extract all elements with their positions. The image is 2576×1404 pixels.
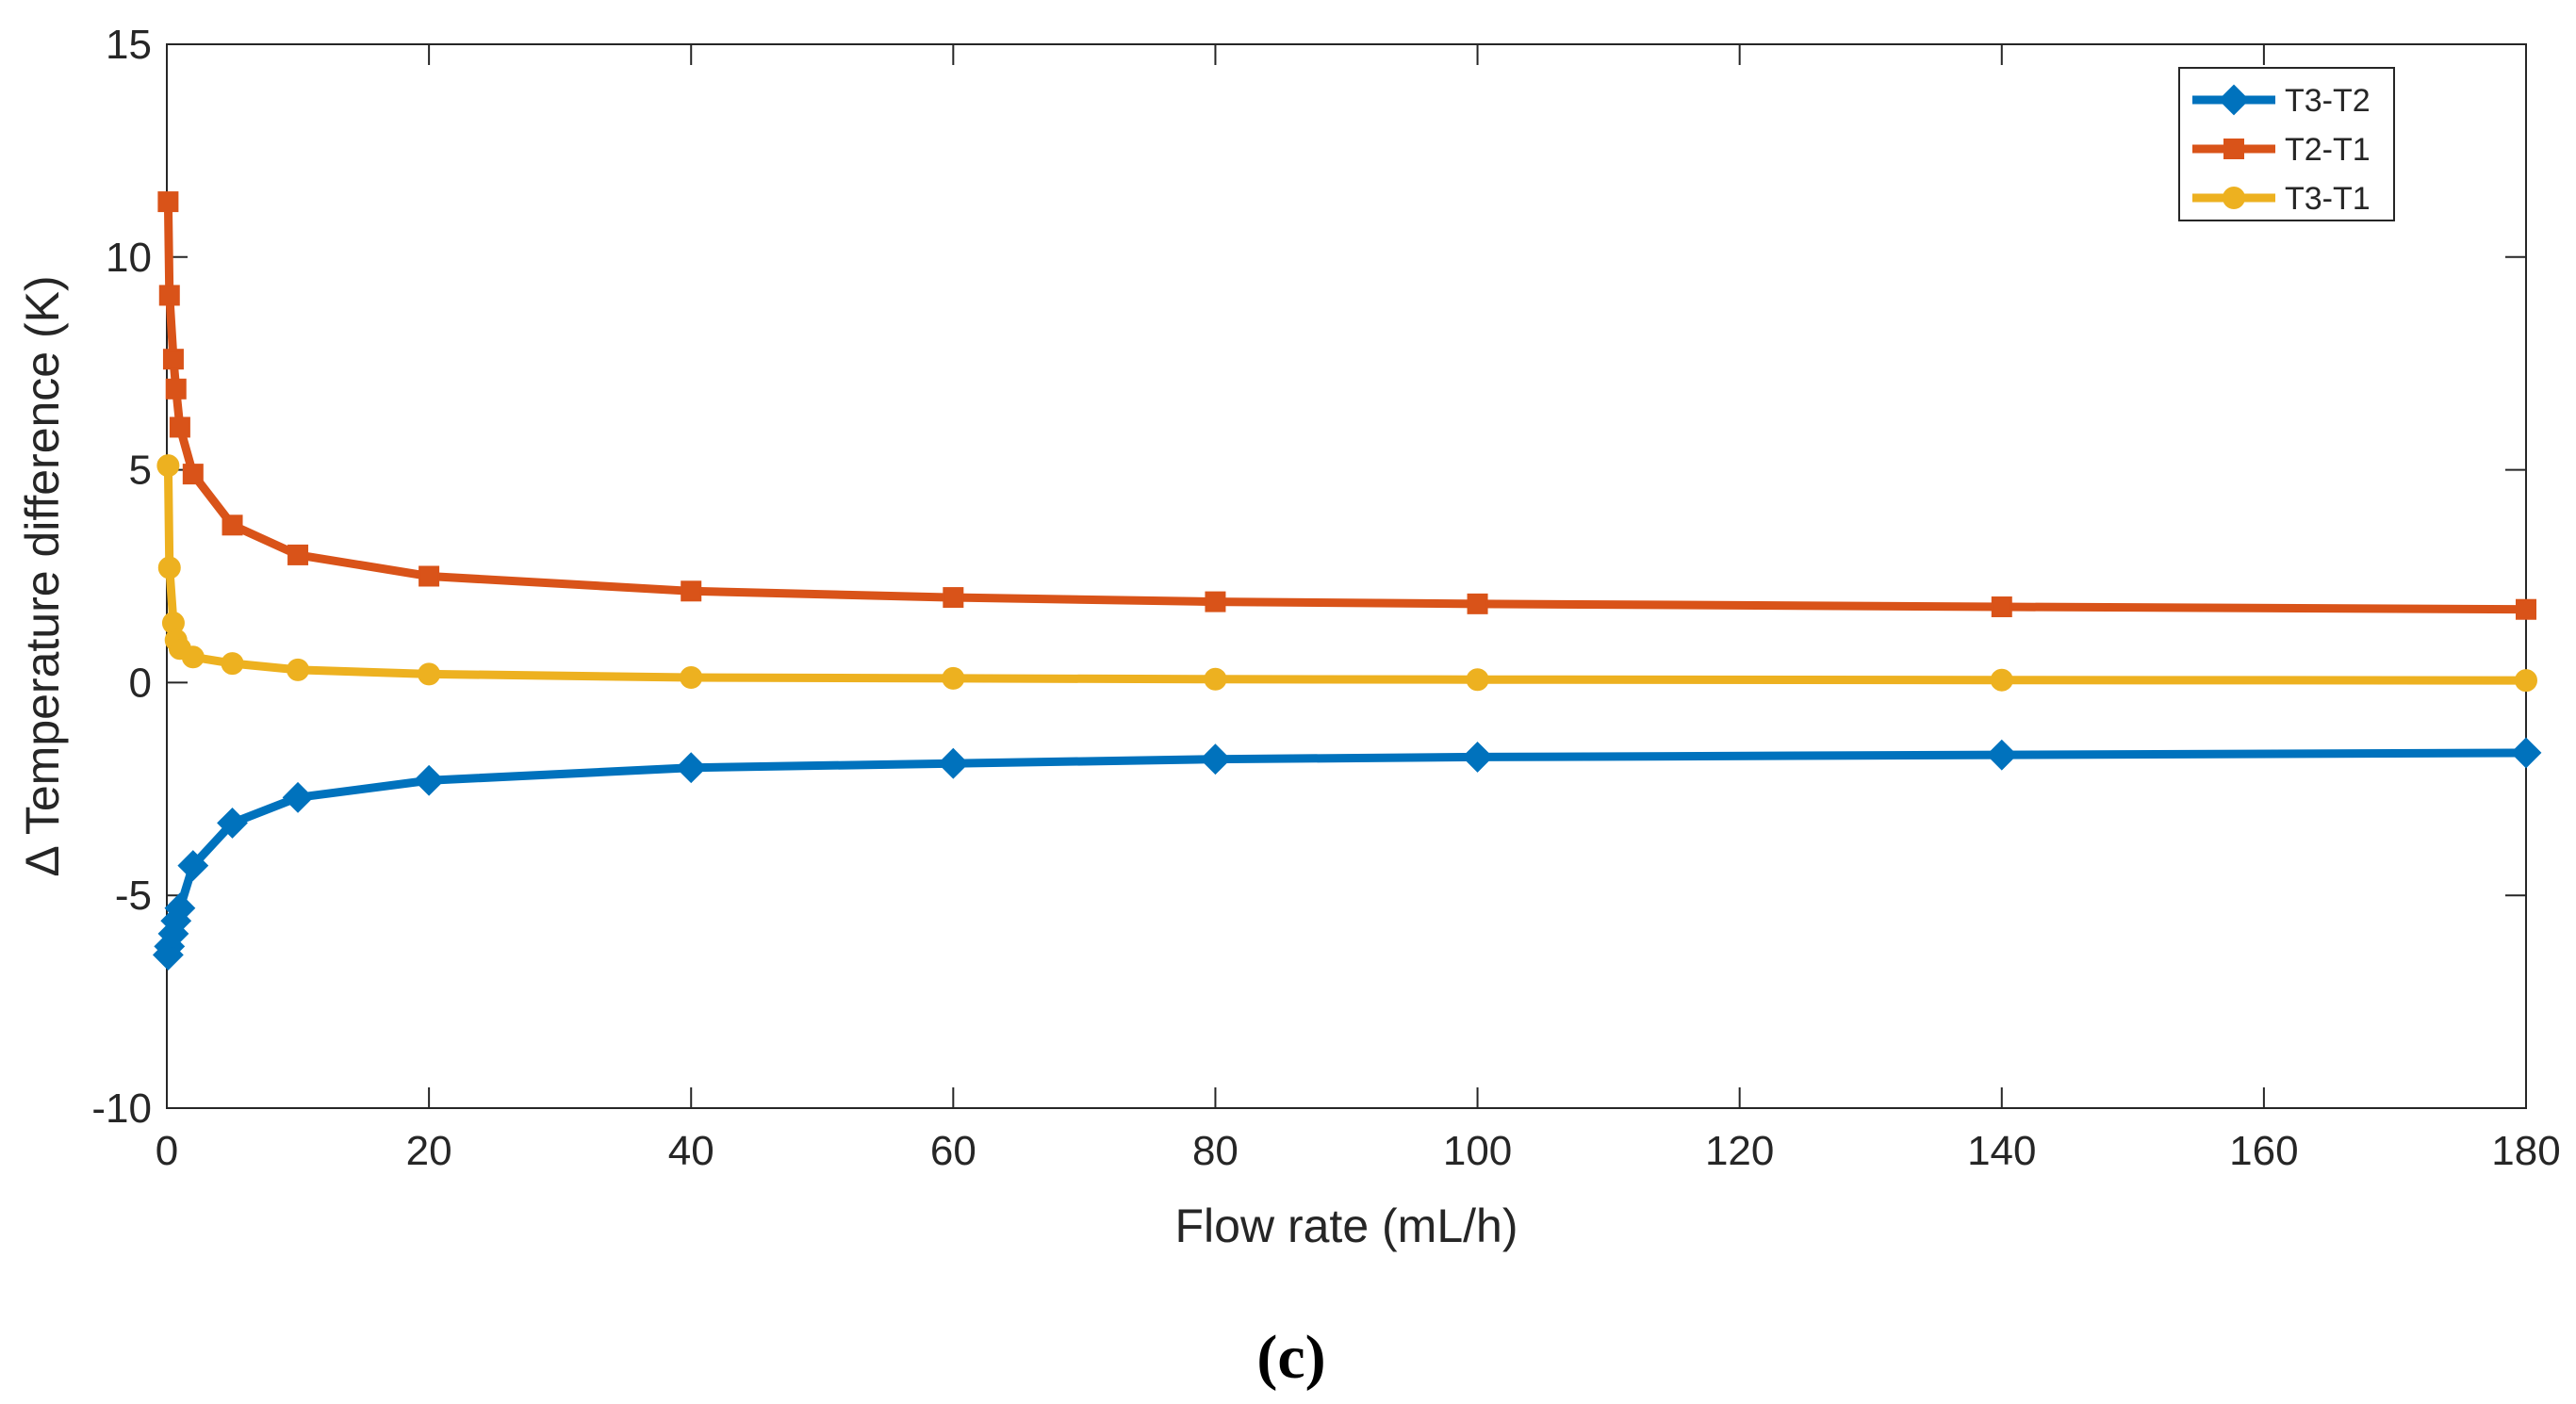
x-tick-label: 20 [406, 1128, 452, 1174]
data-point [158, 285, 180, 306]
series-T3-T2 [152, 737, 2542, 971]
y-tick-label: 10 [106, 235, 152, 281]
data-point [282, 781, 314, 813]
y-tick-label: 5 [129, 448, 152, 494]
x-axis: 0 20 40 60 80 100 120 140 160 180 [156, 44, 2561, 1174]
x-axis-label: Flow rate (mL/h) [1175, 1200, 1518, 1252]
legend-item: T3-T1 [2192, 181, 2371, 217]
data-point [217, 808, 248, 839]
x-tick-label: 40 [668, 1128, 714, 1174]
series-line [163, 748, 2531, 959]
data-point [1986, 739, 2018, 771]
data-point [287, 658, 310, 681]
data-point [937, 747, 969, 779]
x-tick-label: 140 [1967, 1128, 2036, 1174]
data-point [169, 416, 190, 438]
data-point [165, 378, 187, 400]
data-point [1205, 591, 1226, 612]
data-point [221, 652, 244, 676]
x-tick-label: 60 [930, 1128, 976, 1174]
data-point [681, 580, 702, 602]
data-point [2516, 598, 2536, 620]
data-point [418, 565, 440, 587]
data-point [680, 665, 703, 689]
legend-label: T3-T1 [2285, 181, 2371, 217]
data-point [157, 191, 179, 213]
x-tick-label: 180 [2491, 1128, 2560, 1174]
legend-item: T2-T1 [2192, 132, 2371, 168]
y-axis-label: Δ Temperature difference (K) [16, 275, 69, 876]
x-tick-label: 0 [156, 1128, 178, 1174]
y-tick-label: -10 [91, 1086, 152, 1132]
series-T3-T1 [156, 454, 2537, 693]
plot-area [166, 43, 2527, 1109]
legend-label: T2-T1 [2285, 132, 2371, 168]
data-point [177, 850, 209, 882]
data-point [418, 662, 441, 686]
data-point [1466, 668, 1489, 692]
y-axis: -10 -5 0 5 10 15 [91, 22, 2526, 1132]
data-point [1467, 593, 1488, 614]
panel-label: (c) [1256, 1323, 1325, 1392]
legend: T3-T2 T2-T1 T3-T1 [2178, 67, 2395, 221]
data-point [1991, 596, 2012, 618]
data-point [157, 556, 181, 580]
data-point [1990, 668, 2013, 692]
x-tick-label: 80 [1192, 1128, 1239, 1174]
data-point [156, 454, 180, 478]
legend-item: T3-T2 [2192, 83, 2371, 119]
data-point [2510, 737, 2542, 769]
y-tick-label: -5 [115, 873, 152, 919]
y-tick-label: 15 [106, 22, 152, 68]
data-point [413, 764, 445, 796]
data-point [287, 544, 309, 565]
series-line [163, 461, 2531, 685]
data-point [222, 514, 243, 536]
data-point [1204, 667, 1227, 691]
data-point [182, 464, 204, 485]
series-line [163, 197, 2531, 614]
data-point [1462, 742, 1493, 773]
legend-label: T3-T2 [2285, 83, 2371, 119]
series-layer [152, 191, 2542, 971]
data-point [181, 645, 205, 669]
legend-marker [2223, 139, 2244, 159]
data-point [1200, 743, 1231, 775]
plot-frame [166, 43, 2527, 1109]
y-tick-label: 0 [129, 660, 152, 706]
data-point [162, 349, 184, 370]
data-point [942, 666, 965, 690]
x-tick-label: 100 [1443, 1128, 1512, 1174]
legend-marker [2223, 187, 2245, 209]
data-point [164, 892, 196, 924]
data-point [943, 587, 964, 609]
x-tick-label: 120 [1705, 1128, 1774, 1174]
legend-marker [2218, 84, 2250, 116]
x-tick-label: 160 [2229, 1128, 2298, 1174]
data-point [675, 752, 707, 784]
series-T2-T1 [157, 191, 2536, 620]
data-point [2515, 669, 2537, 693]
